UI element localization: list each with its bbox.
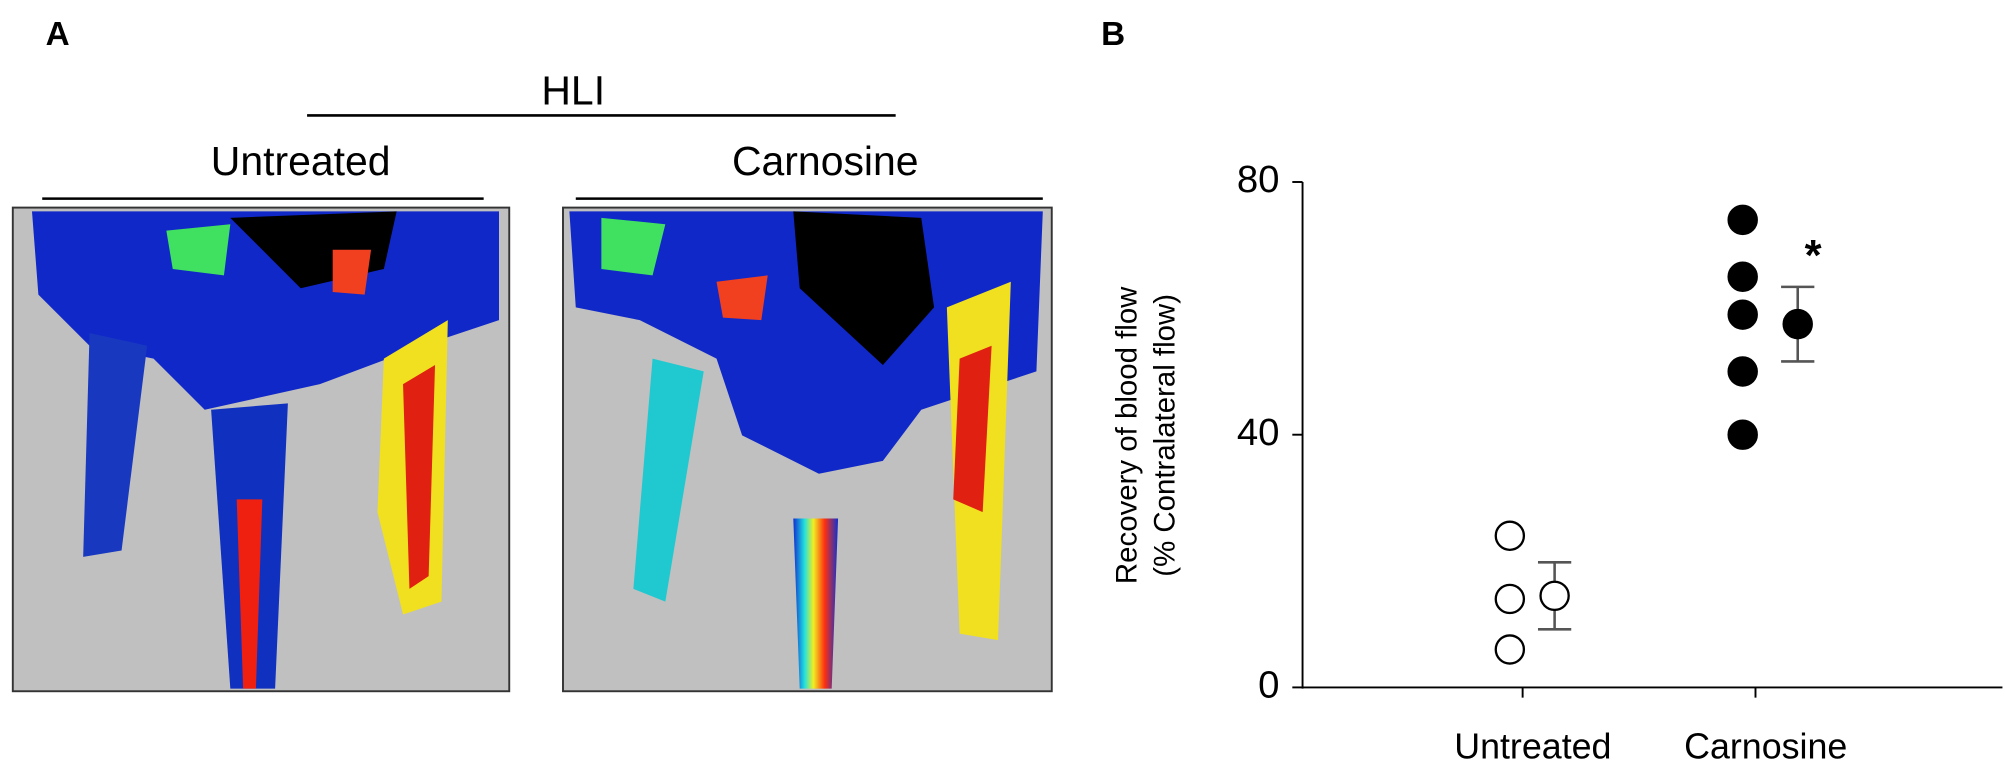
y-axis-label: (% Contralateral flow) [1149, 294, 1182, 577]
panel-label: A [46, 16, 70, 53]
annotation: * [1805, 232, 1822, 280]
data-point [1494, 634, 1526, 665]
mean-point [1539, 580, 1570, 612]
y-tick-label: 80 [1237, 158, 1280, 201]
panel-label: B [1101, 16, 1125, 53]
data-point [1727, 299, 1758, 330]
data-point [1727, 356, 1758, 387]
x-tick-label: Carnosine [1684, 726, 1847, 766]
data-point [1494, 583, 1526, 615]
y-tick-label: 40 [1237, 411, 1280, 454]
mean-point [1782, 308, 1813, 340]
y-axis-label: Recovery of blood flow [1110, 286, 1143, 584]
group-label: HLI [541, 68, 605, 114]
data-point [1727, 261, 1758, 292]
x-tick-label: Untreated [1454, 726, 1611, 766]
data-point [1494, 520, 1526, 552]
condition-label: Carnosine [732, 138, 919, 184]
y-tick-label: 0 [1258, 664, 1279, 707]
perfusion-image [11, 206, 511, 693]
data-point [1727, 419, 1758, 450]
condition-label: Untreated [211, 138, 391, 184]
perfusion-image [562, 206, 1053, 693]
data-point [1727, 204, 1758, 236]
